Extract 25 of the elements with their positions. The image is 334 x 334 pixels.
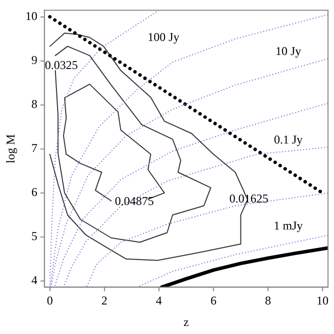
line-series [54,102,328,288]
y-axis-title: log M [3,134,18,164]
annotation: 0.0325 [44,58,78,72]
line-series [136,234,328,288]
x-tick-label: 4 [156,294,162,308]
y-tick-label: 7 [31,141,38,156]
x-tick-label: 2 [101,294,108,308]
y-tick-label: 8 [31,97,38,112]
annotation: 0.04875 [114,194,154,208]
line-series [62,146,328,288]
y-tick-label: 10 [25,8,38,23]
x-tick-label: 0 [46,294,53,308]
annotation: 100 Jy [148,30,180,44]
annotation: 10 Jy [275,44,302,58]
y-tick-label: 5 [31,229,38,244]
annotation: 0.1 Jy [274,132,303,147]
y-tick-label: 9 [31,53,38,67]
y-tick-label: 4 [31,273,38,288]
x-tick-label: 6 [210,294,216,308]
x-tick-label: 10 [316,294,329,308]
line-series [86,192,328,288]
annotation: 1 mJy [274,218,303,232]
x-axis-title: z [184,314,189,329]
x-tick-label: 8 [265,294,272,308]
y-tick-label: 6 [31,185,38,200]
